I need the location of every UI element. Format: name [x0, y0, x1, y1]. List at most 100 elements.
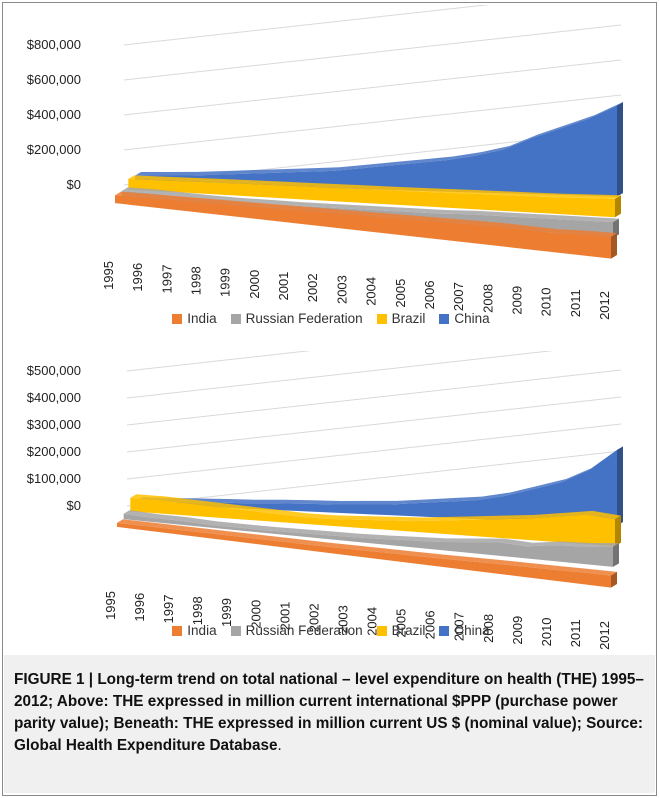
legend-item-brazil: Brazil: [376, 623, 426, 638]
gridline: [126, 396, 622, 453]
figure-caption: FIGURE 1 | Long-term trend on total nati…: [14, 669, 645, 757]
series-area-brazil: [130, 497, 615, 547]
legend-swatch: [439, 313, 450, 324]
legend-label: Russian Federation: [245, 311, 363, 326]
x-tick-label: 2008: [480, 284, 495, 313]
x-tick-label: 2010: [539, 287, 554, 316]
x-tick-label: 1998: [189, 266, 204, 295]
x-tick-label: 2011: [568, 619, 583, 647]
series-area-china: [137, 450, 617, 526]
legend-label: Brazil: [391, 311, 426, 326]
legend-item-brazil: Brazil: [376, 311, 426, 326]
y-tick-label: $500,000: [27, 363, 81, 378]
y-tick-label: $400,000: [27, 390, 81, 405]
series-end-face: [611, 571, 617, 588]
legend-swatch: [376, 625, 387, 636]
legend-swatch: [439, 625, 450, 636]
series-area-russian-federation: [123, 513, 614, 567]
x-tick-label: 2003: [335, 605, 350, 634]
series-top-brazil: [130, 494, 621, 522]
chart-top: $0 $200,000 $400,000 $600,000 $800,000 1995 19…: [9, 5, 653, 335]
gridline: [126, 369, 622, 426]
gridline: [123, 59, 622, 116]
legend-label: China: [454, 623, 490, 638]
series-top-russian-federation: [123, 510, 620, 547]
y-tick-label: $200,000: [27, 444, 81, 459]
legend-item-russia: Russian Federation: [230, 311, 363, 326]
series-area-brazil: [128, 178, 615, 218]
y-tick-label: $200,000: [27, 142, 81, 157]
x-tick-label: 1995: [103, 591, 118, 620]
figure-caption-box: FIGURE 1 | Long-term trend on total nati…: [4, 655, 655, 793]
y-tick-label: $0: [67, 498, 81, 513]
legend-item-india: India: [172, 623, 217, 638]
x-tick-label: 2008: [481, 614, 496, 643]
gridline: [123, 24, 622, 81]
x-tick-label: 1996: [132, 593, 147, 622]
legend-label: Russian Federation: [245, 623, 363, 638]
x-tick-label: 2002: [305, 273, 320, 302]
gridline: [126, 423, 622, 480]
chart-bottom: $0 $100,000 $200,000 $300,000 $400,000 $500,0…: [9, 351, 653, 681]
y-tick-label: $600,000: [27, 72, 81, 87]
gridline: [126, 450, 622, 507]
legend-swatch: [376, 313, 387, 324]
series-top-india: [115, 191, 617, 237]
series-end-face: [611, 233, 617, 259]
x-tick-label: 1998: [190, 596, 205, 625]
y-tick-label: $300,000: [27, 417, 81, 432]
legend-item-china: China: [439, 623, 490, 638]
series-end-face: [613, 543, 619, 567]
x-tick-label: 2000: [247, 270, 262, 299]
x-tick-label: 2004: [364, 277, 379, 306]
legend-item-china: China: [439, 311, 490, 326]
x-tick-label: 1995: [101, 261, 116, 290]
gridline: [123, 94, 622, 151]
legend-top: India Russian Federation Brazil China: [9, 311, 653, 326]
legend-label: Brazil: [391, 623, 426, 638]
x-tick-label: 2009: [510, 616, 525, 645]
x-tick-label: 2007: [451, 282, 466, 311]
series-top-india: [117, 519, 617, 576]
x-tick-label: 1997: [161, 595, 176, 624]
caption-period: .: [277, 737, 282, 754]
x-tick-label: 2001: [276, 272, 291, 301]
x-tick-label: 2005: [394, 609, 409, 638]
x-tick-label: 2011: [568, 289, 583, 317]
chart-top-svg: $0 $200,000 $400,000 $600,000 $800,000 1995 19…: [27, 5, 623, 320]
x-tick-label: 1996: [130, 263, 145, 292]
series-top-china: [137, 446, 623, 505]
x-tick-label: 2005: [393, 279, 408, 308]
legend-bottom: India Russian Federation Brazil China: [9, 623, 653, 638]
gridline: [126, 351, 554, 399]
series-end-face: [615, 195, 621, 218]
legend-swatch: [172, 313, 183, 324]
x-tick-label: 1999: [219, 598, 234, 627]
y-tick-label: $100,000: [27, 471, 81, 486]
x-tick-label: 2006: [423, 610, 438, 639]
series-end-face: [617, 446, 623, 526]
x-tick-label: 2002: [306, 603, 321, 632]
series-end-face: [615, 515, 621, 547]
series-end-face: [617, 102, 623, 197]
caption-text: FIGURE 1 | Long-term trend on total nati…: [14, 671, 644, 754]
series-top-russian-federation: [121, 187, 620, 223]
series-area-india: [117, 522, 611, 588]
x-tick-label: 2006: [422, 280, 437, 309]
legend-swatch: [172, 625, 183, 636]
y-tick-label: $0: [67, 177, 81, 192]
x-tick-label: 2012: [597, 621, 612, 650]
legend-item-russia: Russian Federation: [230, 623, 363, 638]
x-tick-label: 2007: [452, 612, 467, 641]
legend-label: India: [187, 311, 217, 326]
series-area-china: [135, 105, 617, 197]
x-tick-label: 2010: [539, 617, 554, 646]
legend-item-india: India: [172, 311, 217, 326]
x-tick-label: 2000: [248, 600, 263, 629]
x-tick-label: 2004: [365, 607, 380, 636]
x-tick-label: 2012: [597, 291, 612, 320]
legend-swatch: [230, 313, 241, 324]
gridline: [123, 5, 491, 46]
y-tick-label: $400,000: [27, 107, 81, 122]
